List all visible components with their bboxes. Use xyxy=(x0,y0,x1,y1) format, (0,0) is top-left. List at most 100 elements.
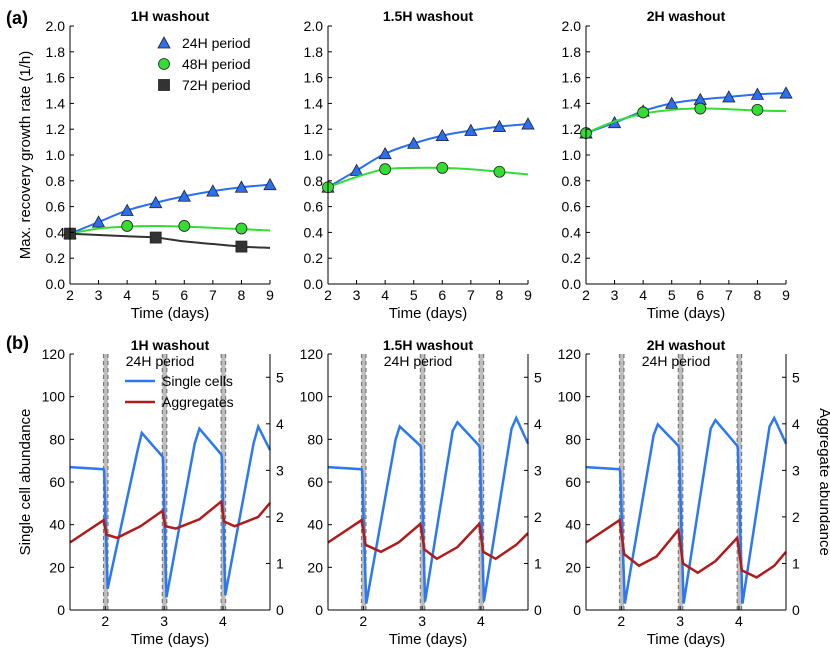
chart-subtitle: 24H period xyxy=(126,353,195,369)
series-line-single-cells xyxy=(69,423,272,598)
x-axis-label: Time (days) xyxy=(131,631,210,648)
y-tick-label: 1.8 xyxy=(562,44,582,60)
data-point-24h-period xyxy=(521,117,535,130)
data-point-48h-period xyxy=(379,163,392,176)
y2-tick-label: 0 xyxy=(534,602,542,618)
y-tick-label: 0.6 xyxy=(562,199,582,215)
x-tick-label: 3 xyxy=(611,287,619,303)
y-tick-label: 0 xyxy=(573,602,581,618)
x-tick-label: 8 xyxy=(754,287,762,303)
y-tick-label: 1.0 xyxy=(304,147,324,163)
data-point-24h-period xyxy=(464,123,478,136)
data-point-24h-period xyxy=(263,177,277,191)
data-point-24h-period xyxy=(665,96,679,109)
chart-subtitle: 24H period xyxy=(384,353,453,369)
x-tick-label: 3 xyxy=(95,287,103,303)
x-tick-label: 4 xyxy=(123,287,131,303)
legend-marker xyxy=(158,79,170,91)
chart-title: 1H washout xyxy=(131,337,210,353)
legend-label: Single cells xyxy=(162,373,233,389)
y-tick-label: 80 xyxy=(49,431,65,447)
y2-tick-label: 5 xyxy=(534,369,542,385)
y-tick-label: 0.0 xyxy=(46,276,66,292)
y-tick-label: 0.0 xyxy=(562,276,582,292)
x-tick-label: 6 xyxy=(180,287,188,303)
x-tick-label: 3 xyxy=(418,613,426,629)
y-tick-label: 20 xyxy=(307,559,323,575)
y-tick-label: 80 xyxy=(307,431,323,447)
x-tick-label: 3 xyxy=(160,613,168,629)
chart-title: 2H washout xyxy=(647,337,726,353)
y2-axis-label: Aggregate abundance xyxy=(816,408,830,556)
x-axis-label: Time (days) xyxy=(389,631,468,648)
y-axis-label: Single cell abundance xyxy=(17,409,34,556)
y-tick-label: 120 xyxy=(42,346,66,362)
y2-tick-label: 2 xyxy=(534,509,542,525)
x-tick-label: 2 xyxy=(66,287,74,303)
y-tick-label: 0.8 xyxy=(562,173,582,189)
data-point-72h-period xyxy=(235,240,248,253)
y-tick-label: 0.6 xyxy=(46,199,66,215)
y-tick-label: 0.6 xyxy=(304,199,324,215)
legend-marker xyxy=(158,58,170,70)
y-tick-label: 0.4 xyxy=(562,224,582,240)
x-tick-label: 4 xyxy=(477,613,485,629)
y-tick-label: 1.8 xyxy=(46,44,66,60)
y2-tick-label: 4 xyxy=(534,416,542,432)
y-tick-label: 0.2 xyxy=(562,250,582,266)
data-point-48h-period xyxy=(694,102,707,115)
x-tick-label: 9 xyxy=(782,287,790,303)
y2-tick-label: 1 xyxy=(534,555,542,571)
x-tick-label: 8 xyxy=(238,287,246,303)
y-tick-label: 40 xyxy=(565,517,581,533)
x-tick-label: 5 xyxy=(152,287,160,303)
legend-label: 72H period xyxy=(182,77,251,93)
y2-tick-label: 3 xyxy=(276,462,284,478)
x-tick-label: 8 xyxy=(496,287,504,303)
series-line-aggregates xyxy=(69,499,271,544)
y-tick-label: 2.0 xyxy=(304,18,324,34)
x-tick-label: 6 xyxy=(438,287,446,303)
chart-a1: 0.0 0.2 0.4 0.6 0.8 1.0 1.2 1.4 1.6 1.8 2.0 2 3 4 5 6 7 8… xyxy=(17,8,277,322)
y-tick-label: 0.4 xyxy=(304,224,324,240)
x-axis-label: Time (days) xyxy=(389,305,468,322)
x-tick-label: 3 xyxy=(353,287,361,303)
data-point-48h-period xyxy=(235,222,248,235)
x-tick-label: 4 xyxy=(639,287,647,303)
x-axis-label: Time (days) xyxy=(647,631,726,648)
y-tick-label: 60 xyxy=(565,474,581,490)
y-tick-label: 1.4 xyxy=(46,95,66,111)
chart-subtitle: 24H period xyxy=(642,353,711,369)
y2-tick-label: 5 xyxy=(792,369,800,385)
data-point-24h-period xyxy=(149,195,163,209)
x-tick-label: 7 xyxy=(209,287,217,303)
washout-band xyxy=(361,354,366,610)
legend-marker xyxy=(157,36,171,49)
x-tick-label: 4 xyxy=(219,613,227,629)
x-tick-label: 2 xyxy=(101,613,109,629)
y-tick-label: 40 xyxy=(49,517,65,533)
y-tick-label: 1.6 xyxy=(562,70,582,86)
x-tick-label: 2 xyxy=(324,287,332,303)
x-tick-label: 6 xyxy=(696,287,704,303)
y2-tick-label: 2 xyxy=(276,509,284,525)
y-tick-label: 40 xyxy=(307,517,323,533)
chart-a3: 0.0 0.2 0.4 0.6 0.8 1.0 1.2 1.4 1.6 1.8 2.0 2 3 4 5 6 7 8… xyxy=(562,8,793,322)
x-tick-label: 7 xyxy=(725,287,733,303)
x-tick-label: 4 xyxy=(735,613,743,629)
x-tick-label: 4 xyxy=(381,287,389,303)
y2-tick-label: 1 xyxy=(276,555,284,571)
y-tick-label: 0.2 xyxy=(304,250,324,266)
x-axis-label: Time (days) xyxy=(647,305,726,322)
y-tick-label: 0.8 xyxy=(46,173,66,189)
data-point-24h-period xyxy=(120,203,134,216)
y-tick-label: 0 xyxy=(315,602,323,618)
series-line-single-cells xyxy=(585,415,788,604)
washout-band xyxy=(103,354,108,610)
data-point-48h-period xyxy=(493,165,506,178)
y-tick-label: 0.8 xyxy=(304,173,324,189)
y-tick-label: 100 xyxy=(300,389,324,405)
series-line-aggregates xyxy=(327,518,529,561)
